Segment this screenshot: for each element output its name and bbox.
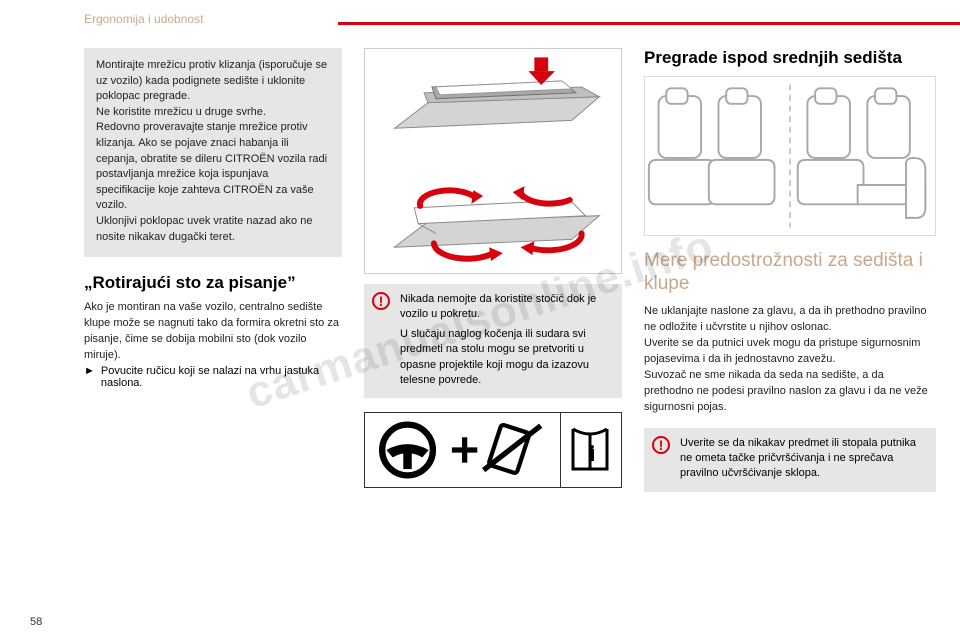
heading-rotating-table: „Rotirajući sto za pisanje” (84, 273, 342, 293)
pictogram-left (365, 413, 561, 487)
warning-icon-wrap-2: ! (652, 436, 670, 482)
info-box-text: Montirajte mrežicu protiv klizanja (ispo… (96, 58, 330, 245)
heading-compartments: Pregrade ispod srednjih sedišta (644, 48, 936, 68)
page-number: 58 (30, 616, 42, 628)
warning-icon: ! (372, 292, 390, 310)
tray-illustration-top (365, 49, 621, 164)
warning-box: ! Nikada nemojte da koristite stočić dok… (364, 284, 622, 398)
warning-icon-wrap: ! (372, 292, 390, 388)
warning-text-2: Uverite se da nikakav predmet ili stopal… (680, 436, 926, 482)
body-rotating-table: Ako je montiran na vaše vozilo, centraln… (84, 300, 342, 364)
section-title: Ergonomija i udobnost (84, 12, 203, 26)
bullet-arrow-icon: ► (84, 365, 95, 389)
column-3: Pregrade ispod srednjih sedišta (644, 48, 936, 600)
pictogram-bar (364, 412, 622, 488)
header-red-bar (338, 22, 960, 25)
pictogram-right (561, 413, 621, 487)
body-precautions: Ne uklanjajte naslone za glavu, a da ih … (644, 304, 936, 416)
tray-illustration-bottom (365, 164, 621, 279)
warning-lead: Nikada nemojte da koristite stočić dok j… (400, 293, 596, 320)
seat-illustration (644, 76, 936, 236)
column-1: Montirajte mrežicu protiv klizanja (ispo… (84, 48, 342, 600)
warning-box-2: ! Uverite se da nikakav predmet ili stop… (644, 428, 936, 492)
warning-text: Nikada nemojte da koristite stočić dok j… (400, 292, 612, 388)
content-columns: Montirajte mrežicu protiv klizanja (ispo… (84, 48, 936, 600)
column-2: ! Nikada nemojte da koristite stočić dok… (364, 48, 622, 600)
warning-icon-2: ! (652, 436, 670, 454)
bullet-text: Povucite ručicu koji se nalazi na vrhu j… (101, 365, 342, 389)
arrow-down-icon (528, 57, 555, 85)
warning-rest: U slučaju naglog kočenja ili sudara svi … (400, 327, 612, 389)
info-box: Montirajte mrežicu protiv klizanja (ispo… (84, 48, 342, 257)
subheading-precautions: Mere predostrožnosti za sedišta i klupe (644, 250, 936, 296)
tray-illustration (364, 48, 622, 274)
bullet-item: ► Povucite ručicu koji se nalazi na vrhu… (84, 365, 342, 389)
